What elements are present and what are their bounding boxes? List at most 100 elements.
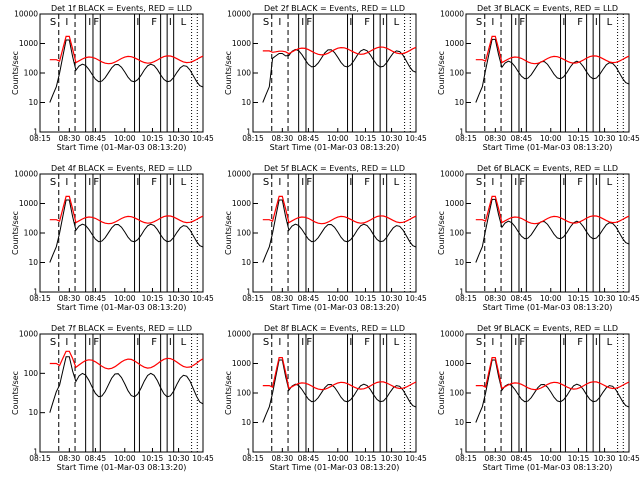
- interval-label: S: [263, 17, 269, 28]
- x-tick-label: 08:15: [242, 454, 264, 463]
- interval-label: I: [278, 17, 281, 28]
- interval-label: S: [263, 337, 269, 348]
- interval-label: F: [577, 337, 583, 348]
- series-line-lld: [475, 195, 630, 225]
- x-tick-label: 10:30: [168, 454, 190, 463]
- x-tick-label: 08:30: [485, 134, 507, 143]
- plot-frame: [465, 13, 630, 133]
- series-line-events: [475, 359, 630, 423]
- x-tick-label: 10:15: [568, 454, 590, 463]
- y-tick-label: 100: [237, 389, 252, 398]
- x-axis-label: Start Time (01-Mar-03 08:13:20): [483, 143, 613, 152]
- interval-label: L: [607, 177, 613, 188]
- y-tick-label: 1: [33, 288, 38, 297]
- x-tick-label: 08:45: [511, 294, 533, 303]
- interval-label: I: [169, 337, 172, 348]
- x-tick-label: 08:15: [242, 134, 264, 143]
- interval-label: I: [562, 17, 565, 28]
- y-axis-label: Counts/sec: [437, 51, 446, 95]
- interval-label: I: [65, 17, 68, 28]
- interval-label: F: [306, 177, 312, 188]
- interval-label: F: [577, 177, 583, 188]
- interval-label: I: [349, 177, 352, 188]
- interval-label: I: [382, 337, 385, 348]
- panel-title: Det 8f BLACK = Events, RED = LLD: [264, 324, 405, 333]
- chart-panel-8: Det 8f BLACK = Events, RED = LLD 1 10 100 10…: [224, 324, 427, 472]
- plot-frame: [39, 333, 204, 453]
- x-tick-label: 08:45: [298, 454, 320, 463]
- interval-label: S: [263, 177, 269, 188]
- interval-label: I: [382, 17, 385, 28]
- x-tick-label: 08:30: [272, 134, 294, 143]
- y-tick-label: 100: [24, 69, 39, 78]
- y-tick-label: 1000: [19, 199, 38, 208]
- x-tick-label: 10:00: [114, 454, 136, 463]
- y-tick-label: 10: [28, 408, 38, 417]
- y-tick-label: 10000: [14, 10, 38, 19]
- y-tick-label: 1000: [19, 39, 38, 48]
- x-tick-label: 08:15: [29, 134, 51, 143]
- x-tick-label: 10:00: [540, 454, 562, 463]
- interval-label: I: [301, 177, 304, 188]
- panel-title: Det 6f BLACK = Events, RED = LLD: [477, 164, 618, 173]
- x-tick-label: 10:45: [405, 294, 427, 303]
- x-tick-label: 08:45: [511, 454, 533, 463]
- x-tick-label: 08:15: [29, 454, 51, 463]
- x-tick-label: 08:15: [29, 294, 51, 303]
- x-tick-label: 10:15: [142, 454, 164, 463]
- chart-panel-6: Det 6f BLACK = Events, RED = LLD 1 10 100 10…: [437, 164, 640, 312]
- x-tick-label: 08:15: [455, 294, 477, 303]
- plot-frame: [465, 173, 630, 293]
- x-tick-label: 10:30: [594, 134, 616, 143]
- y-tick-label: 10000: [227, 170, 251, 179]
- x-tick-label: 08:45: [511, 134, 533, 143]
- interval-label: I: [349, 337, 352, 348]
- x-tick-label: 10:00: [114, 134, 136, 143]
- x-tick-label: 08:45: [298, 294, 320, 303]
- y-tick-label: 10000: [227, 10, 251, 19]
- interval-label: I: [278, 177, 281, 188]
- y-axis-label: Counts/sec: [11, 51, 20, 95]
- series-line-events: [262, 359, 417, 423]
- chart-panel-3: Det 3f BLACK = Events, RED = LLD 1 10 100 10…: [437, 4, 640, 152]
- x-tick-label: 10:45: [405, 454, 427, 463]
- y-tick-label: 10: [454, 98, 464, 107]
- interval-label: I: [169, 177, 172, 188]
- interval-label: F: [93, 17, 99, 28]
- x-tick-label: 10:30: [168, 134, 190, 143]
- y-axis-label: Counts/sec: [224, 51, 233, 95]
- series-line-lld: [49, 35, 204, 65]
- series-line-events: [49, 356, 204, 413]
- interval-label: L: [181, 177, 187, 188]
- interval-label: I: [349, 17, 352, 28]
- chart-panel-5: Det 5f BLACK = Events, RED = LLD 1 10 100 10…: [224, 164, 427, 312]
- y-tick-label: 10: [28, 98, 38, 107]
- y-tick-label: 1000: [445, 199, 464, 208]
- x-tick-label: 10:00: [114, 294, 136, 303]
- y-tick-label: 10000: [440, 10, 464, 19]
- y-tick-label: 10: [241, 418, 251, 427]
- y-axis-label: Counts/sec: [437, 211, 446, 255]
- interval-label: I: [301, 17, 304, 28]
- y-tick-label: 10: [241, 258, 251, 267]
- y-tick-label: 1000: [445, 359, 464, 368]
- chart-panel-1: Det 1f BLACK = Events, RED = LLD 1 10 100 10…: [11, 4, 214, 152]
- series-line-lld: [475, 35, 630, 65]
- x-tick-label: 10:30: [594, 454, 616, 463]
- interval-label: F: [519, 177, 525, 188]
- interval-label: S: [476, 177, 482, 188]
- y-axis-label: Counts/sec: [11, 211, 20, 255]
- interval-label: F: [577, 17, 583, 28]
- y-tick-label: 1: [459, 128, 464, 137]
- y-tick-label: 100: [237, 229, 252, 238]
- x-axis-label: Start Time (01-Mar-03 08:13:20): [270, 143, 400, 152]
- chart-panel-4: Det 4f BLACK = Events, RED = LLD 1 10 100 10…: [11, 164, 214, 312]
- x-axis-label: Start Time (01-Mar-03 08:13:20): [483, 463, 613, 472]
- interval-label: I: [562, 177, 565, 188]
- x-tick-label: 10:45: [618, 134, 640, 143]
- x-axis-label: Start Time (01-Mar-03 08:13:20): [57, 463, 187, 472]
- interval-label: I: [382, 177, 385, 188]
- y-tick-label: 1000: [232, 359, 251, 368]
- interval-label: F: [151, 337, 157, 348]
- interval-label: I: [136, 337, 139, 348]
